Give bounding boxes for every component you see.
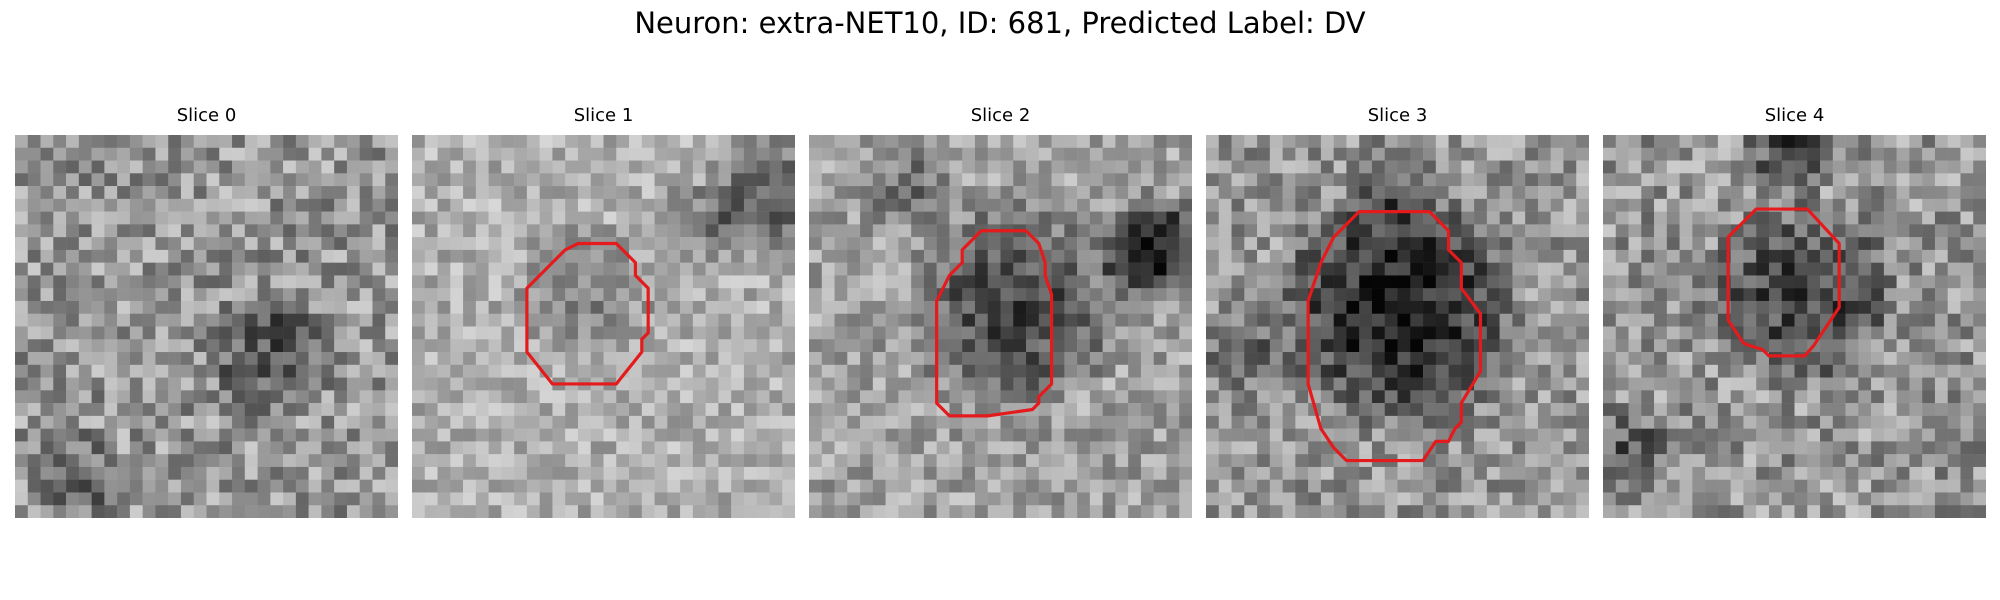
slice-image-4: [1603, 135, 1986, 518]
slice-title-2: Slice 2: [970, 105, 1031, 126]
slice-image-0: [15, 135, 398, 518]
cell-contour-2: [935, 229, 1054, 418]
cell-contour-4: [1726, 207, 1841, 358]
slice-title-0: Slice 0: [176, 105, 237, 126]
slice-title-3: Slice 3: [1367, 105, 1428, 126]
cell-contour-3: [1306, 210, 1483, 463]
slice-image-3: [1206, 135, 1589, 518]
figure-title: Neuron: extra-NET10, ID: 681, Predicted …: [634, 6, 1366, 40]
slice-image-1: [412, 135, 795, 518]
slice-title-1: Slice 1: [573, 105, 634, 126]
slice-image-2: [809, 135, 1192, 518]
slice-title-4: Slice 4: [1764, 105, 1825, 126]
cell-contour-1: [525, 241, 650, 386]
